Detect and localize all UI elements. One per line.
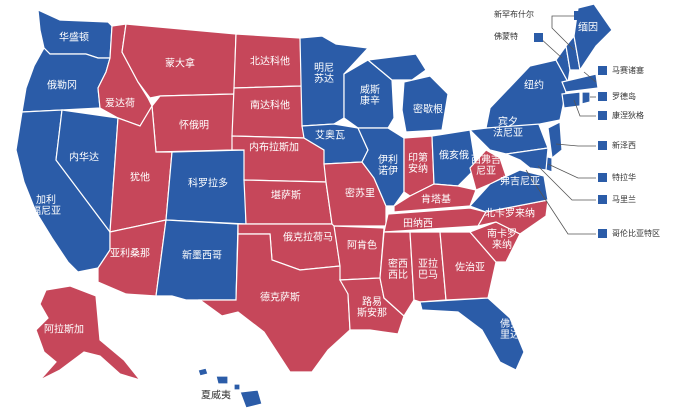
state-texas (198, 233, 351, 373)
label-washington: 华盛顿 (59, 32, 89, 44)
callout-delaware: 特拉华 (612, 173, 636, 182)
label-virginia: 弗吉尼亚 (500, 176, 540, 188)
label-missouri: 密苏里 (345, 188, 375, 200)
state-michigan-lower (401, 75, 449, 133)
state-south-dakota (231, 85, 305, 139)
state-illinois (357, 127, 405, 207)
callout-rhode-island: 罗德岛 (612, 92, 636, 101)
label-west-virginia: 西弗吉 尼亚 (471, 155, 501, 177)
label-arkansas: 阿肯色 (347, 240, 377, 252)
label-north-dakota: 北达科他 (250, 56, 290, 68)
label-new-york: 纽约 (524, 80, 544, 92)
leader-delaware (547, 163, 596, 179)
state-connecticut (561, 91, 581, 109)
label-minnesota: 明尼 苏达 (314, 63, 334, 85)
label-california: 加利 福尼亚 (31, 195, 61, 217)
callout-new-jersey: 新泽西 (612, 141, 636, 150)
callout-vermont: 佛蒙特 (494, 32, 518, 41)
label-nebraska: 内布拉斯加 (249, 142, 299, 154)
label-texas: 德克萨斯 (260, 292, 300, 304)
label-north-carolina: 北卡罗来纳 (485, 208, 535, 220)
label-wyoming: 怀俄明 (179, 120, 209, 132)
leader-maryland (537, 165, 596, 201)
label-arizona: 亚利桑那 (110, 248, 150, 260)
callout-massachusetts: 马赛诸塞 (612, 66, 644, 75)
callout-maryland: 马里兰 (612, 195, 636, 204)
label-kentucky: 肯塔基 (421, 194, 451, 206)
state-kentucky (393, 183, 477, 213)
state-maine (573, 3, 613, 72)
label-oklahoma: 俄克拉荷马 (283, 232, 333, 244)
label-montana: 蒙大拿 (165, 58, 195, 70)
state-rhode-island (581, 91, 591, 105)
label-illinois: 伊利 诺伊 (378, 155, 398, 177)
state-georgia (439, 231, 497, 301)
label-florida: 佛罗 里达 (500, 319, 520, 341)
state-south-carolina (468, 221, 521, 263)
leader-connecticut (573, 99, 596, 117)
swatch-vermont (534, 33, 543, 42)
swatch-connecticut (598, 111, 607, 120)
state-west-virginia (469, 149, 507, 191)
label-alaska: 阿拉斯加 (44, 324, 84, 336)
label-pennsylvania: 宾夕 法尼亚 (493, 117, 523, 139)
label-louisiana: 路易 斯安那 (357, 297, 387, 319)
label-nevada: 内华达 (69, 152, 99, 164)
state-arkansas (333, 225, 385, 281)
label-tennessee: 田纳西 (403, 218, 433, 230)
label-colorado: 科罗拉多 (188, 178, 228, 190)
callout-dc: 哥伦比亚特区 (612, 229, 660, 238)
state-maryland (503, 147, 549, 171)
swatch-massachusetts (598, 66, 607, 75)
label-kansas: 堪萨斯 (271, 190, 301, 202)
state-new-jersey (547, 121, 563, 160)
label-hawaii: 夏威夷 (201, 390, 231, 402)
label-wisconsin: 威斯 康辛 (360, 85, 380, 107)
swatch-new-jersey (598, 141, 607, 150)
callout-new-hampshire: 新罕布什尔 (494, 10, 534, 19)
state-massachusetts (561, 73, 599, 93)
label-iowa: 艾奥瓦 (315, 130, 345, 142)
swatch-maryland (598, 195, 607, 204)
state-hawaii-1 (197, 367, 209, 377)
state-alaska (35, 285, 142, 382)
label-alabama: 亚拉 巴马 (418, 259, 438, 281)
label-mississippi: 密西 西比 (388, 259, 408, 281)
state-kansas (243, 179, 333, 225)
leader-massachusetts (583, 71, 597, 83)
label-georgia: 佐治亚 (455, 262, 485, 274)
state-hawaii-3 (233, 383, 241, 391)
label-oregon: 俄勒冈 (47, 80, 77, 92)
state-ohio (431, 129, 477, 187)
label-michigan: 密歇根 (413, 104, 443, 116)
label-new-mexico: 新墨西哥 (182, 250, 222, 262)
leader-new-jersey (555, 143, 596, 147)
state-hawaii-2 (215, 375, 229, 385)
swatch-delaware (598, 173, 607, 182)
label-south-dakota: 南达科他 (250, 100, 290, 112)
label-indiana: 印第 安纳 (408, 153, 428, 175)
leader-new-hampshire (551, 15, 575, 51)
callout-connecticut: 康涅狄格 (612, 111, 644, 120)
label-south-carolina: 南卡罗 来纳 (487, 229, 517, 251)
leader-dc (525, 169, 596, 235)
label-utah: 犹他 (130, 172, 150, 184)
state-hawaii-4 (239, 389, 263, 409)
swatch-new-hampshire (574, 11, 583, 20)
label-maine: 缅因 (578, 22, 598, 34)
swatch-rhode-island (598, 92, 607, 101)
swatch-dc (598, 229, 607, 238)
label-idaho: 爱达荷 (105, 98, 135, 110)
state-florida (419, 297, 525, 371)
label-ohio: 俄亥俄 (439, 150, 469, 162)
